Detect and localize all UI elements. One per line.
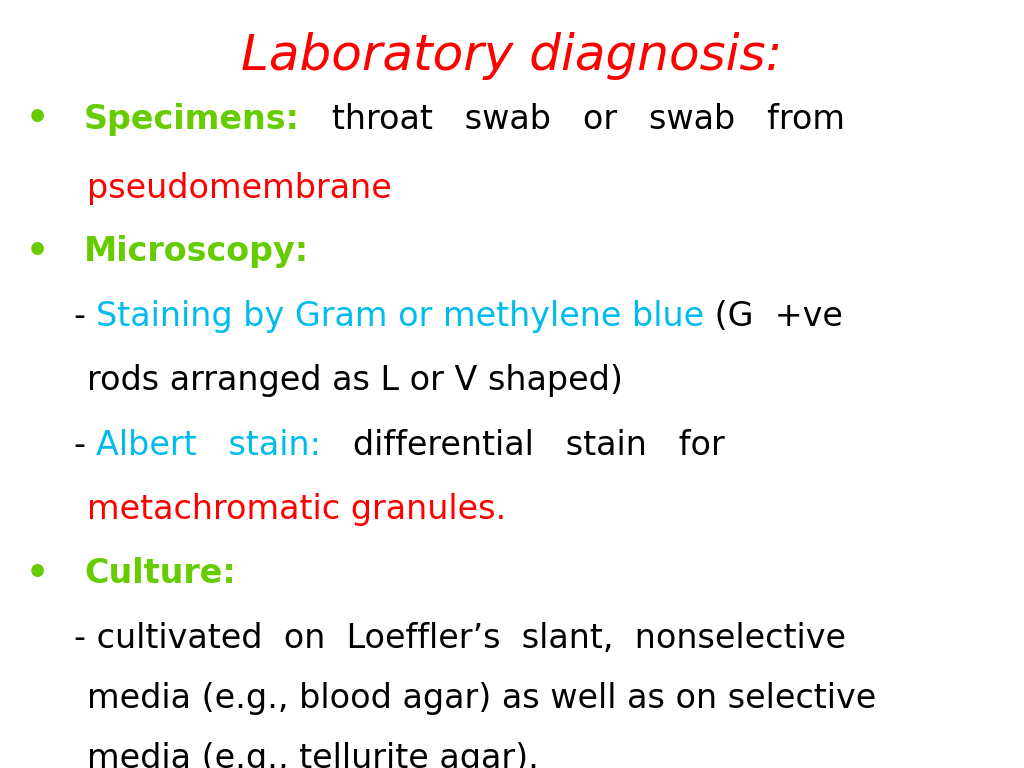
Text: Specimens:: Specimens: bbox=[84, 103, 300, 135]
Text: Albert   stain:: Albert stain: bbox=[96, 429, 322, 462]
Text: Microscopy:: Microscopy: bbox=[84, 236, 309, 268]
Text: •: • bbox=[26, 235, 49, 269]
Text: differential   stain   for: differential stain for bbox=[322, 429, 725, 462]
Text: -: - bbox=[74, 300, 96, 333]
Text: rods arranged as L or V shaped): rods arranged as L or V shaped) bbox=[87, 364, 623, 396]
Text: Culture:: Culture: bbox=[84, 558, 236, 590]
Text: media (e.g., blood agar) as well as on selective: media (e.g., blood agar) as well as on s… bbox=[87, 683, 877, 715]
Text: •: • bbox=[26, 557, 49, 591]
Text: •: • bbox=[26, 102, 49, 136]
Text: - cultivated  on  Loeffler’s  slant,  nonselective: - cultivated on Loeffler’s slant, nonsel… bbox=[74, 623, 846, 655]
Text: (G  +ve: (G +ve bbox=[705, 300, 844, 333]
Text: Staining by Gram or methylene blue: Staining by Gram or methylene blue bbox=[96, 300, 705, 333]
Text: throat   swab   or   swab   from: throat swab or swab from bbox=[300, 103, 845, 135]
Text: media (e.g., tellurite agar).: media (e.g., tellurite agar). bbox=[87, 742, 539, 768]
Text: Laboratory diagnosis:: Laboratory diagnosis: bbox=[242, 32, 782, 81]
Text: -: - bbox=[74, 429, 96, 462]
Text: metachromatic granules.: metachromatic granules. bbox=[87, 493, 506, 525]
Text: pseudomembrane: pseudomembrane bbox=[87, 172, 392, 204]
